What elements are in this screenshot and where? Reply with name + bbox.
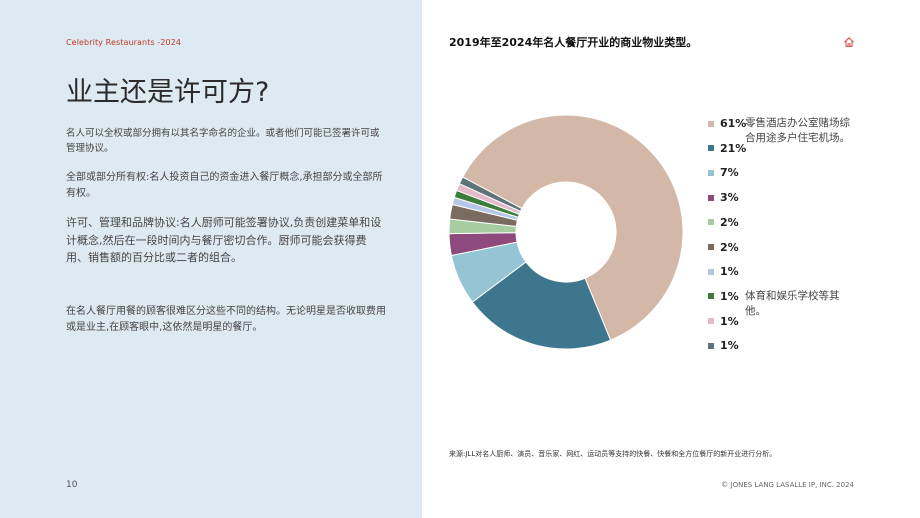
intro-panel: Celebrity Restaurants -2024 业主还是许可方? 名人可… — [0, 0, 422, 518]
donut-slice-0 — [462, 114, 684, 341]
legend-note-0: 零售酒店办公室赌场综合用途多户住宅机场。 — [745, 117, 850, 144]
legend-item-6: 1% — [708, 265, 739, 278]
legend-swatch-5 — [708, 244, 714, 250]
chart-title: 2019年至2024年名人餐厅开业的商业物业类型。 — [449, 36, 698, 49]
legend-swatch-6 — [708, 268, 714, 275]
legend-note-1: 体育和娱乐学校等其他。 — [745, 290, 840, 317]
legend-swatch-4 — [708, 219, 714, 226]
intro-paragraph: 名人可以全权或部分拥有以其名字命名的企业。或者他们可能已签署许可或管理协议。 — [66, 128, 380, 155]
ownership-paragraph: 全部或部分所有权:名人投资自己的资金进入餐厅概念,承担部分或全部所有权。 — [66, 172, 383, 199]
legend-label-7: 1% — [720, 289, 739, 303]
page-number: 10 — [66, 480, 78, 490]
legend-item-1: 21% — [708, 142, 746, 155]
licensing-paragraph: 许可、管理和品牌协议:名人厨师可能签署协议,负责创建菜单和设计概念,然后在一段时… — [66, 216, 382, 265]
legend-item-2: 7% — [708, 166, 739, 179]
legend-swatch-8 — [708, 318, 714, 325]
customer-paragraph: 在名人餐厅用餐的顾客很难区分这些不同的结构。无论明星是否收取费用或是业主,在顾客… — [66, 306, 386, 333]
legend-label-5: 2% — [720, 240, 739, 254]
home-icon[interactable] — [843, 36, 855, 48]
legend-item-4: 2% — [708, 216, 739, 229]
donut-chart — [448, 114, 684, 350]
donut-slice-9 — [458, 176, 523, 213]
legend-swatch-0 — [708, 120, 714, 127]
legend-item-5: 2% — [708, 241, 739, 254]
legend-label-3: 3% — [720, 191, 739, 205]
legend-label-4: 2% — [720, 215, 739, 229]
legend-label-8: 1% — [720, 314, 739, 328]
running-head: Celebrity Restaurants -2024 — [66, 38, 182, 47]
legend-label-2: 7% — [720, 166, 739, 180]
legend-label-9: 1% — [720, 339, 739, 353]
legend-label-0: 61% — [720, 117, 747, 130]
legend-item-7: 1% — [708, 290, 739, 303]
legend-swatch-9 — [708, 342, 714, 349]
legend-swatch-2 — [708, 169, 714, 176]
legend-item-3: 3% — [708, 191, 739, 204]
legend-swatch-1 — [708, 145, 714, 152]
donut-slice-1 — [471, 261, 612, 350]
legend-label-1: 21% — [720, 141, 747, 155]
legend-item-9: 1% — [708, 339, 739, 352]
copyright: © JONES LANG LASALLE IP, INC. 2024 — [721, 481, 854, 489]
page-title: 业主还是许可方? — [66, 77, 270, 108]
legend-swatch-7 — [708, 293, 714, 300]
legend-item-0: 61% — [708, 117, 746, 130]
legend-item-8: 1% — [708, 315, 739, 328]
source-note: 来源:JLL对名人厨师、演员、音乐家、网红、运动员等支持的快餐、快餐和全方位餐厅… — [449, 450, 777, 458]
legend-swatch-3 — [708, 194, 714, 201]
legend-label-6: 1% — [720, 265, 739, 279]
